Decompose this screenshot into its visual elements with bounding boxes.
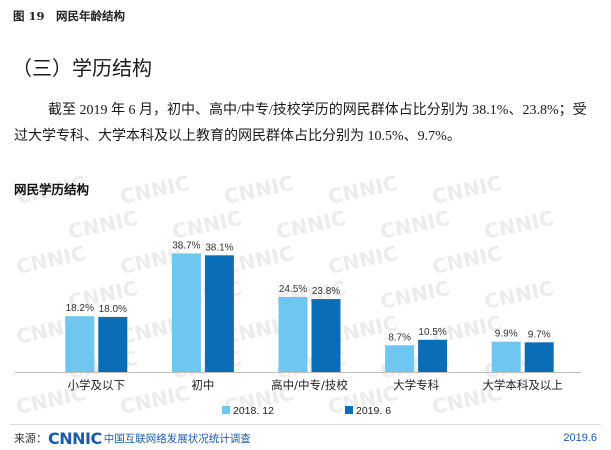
- section-title: （三）学历结构: [12, 56, 152, 80]
- watermark: CNNIC: [378, 206, 452, 244]
- data-label: 24.5%: [279, 284, 307, 295]
- data-label: 9.9%: [495, 329, 518, 340]
- bar-series2-category3: [311, 299, 341, 372]
- paragraph-line: 截至 2019 年 6 月，初中、高中/中专/技校学历的网民群体占比分别为 38…: [48, 103, 587, 118]
- report-date: 2019.6: [563, 432, 597, 444]
- legend-swatch: [345, 406, 353, 414]
- figure-caption: 图 19 网民年龄结构: [13, 9, 126, 23]
- data-label: 18.2%: [66, 303, 94, 314]
- chart-title: 网民学历结构: [14, 182, 90, 197]
- watermark: CNNIC: [118, 381, 192, 419]
- category-label: 初中: [191, 378, 214, 392]
- category-label: 大学本科及以上: [482, 378, 563, 392]
- category-label: 小学及以下: [68, 378, 126, 392]
- education-bar-chart: CNNIC CNNIC CNNIC CNNIC CNNIC CNNIC CNNIC CNNIC…: [0, 170, 611, 424]
- survey-name: 中国互联网络发展状况统计调查: [103, 432, 251, 445]
- watermark: CNNIC: [430, 171, 504, 209]
- category-label: 高中/中专/技校: [271, 378, 348, 392]
- watermark: CNNIC: [482, 206, 556, 244]
- bar-series2-category5: [524, 342, 554, 372]
- bar-series1-category3: [278, 296, 308, 372]
- bar-series1-category5: [491, 341, 521, 372]
- legend: 2018. 12 2019. 6: [222, 405, 391, 417]
- watermark: CNNIC: [222, 171, 296, 209]
- legend-label: 2019. 6: [356, 405, 391, 417]
- bar-series1-category2: [171, 253, 201, 372]
- footer-divider: [10, 424, 601, 425]
- bars: 18.2% 18.0% 38.7% 38.1% 24.5% 23.8% 8.7% 10.5% 9…: [65, 240, 554, 372]
- watermark: CNNIC: [326, 171, 400, 209]
- legend-swatch: [222, 406, 230, 414]
- footer: 来源： CNNIC 中国互联网络发展状况统计调查 2019.6: [14, 428, 597, 448]
- data-label: 38.7%: [172, 240, 200, 251]
- bar-series1-category4: [385, 345, 415, 372]
- data-label: 9.7%: [528, 329, 551, 340]
- bar-series1-category1: [65, 316, 95, 372]
- source-label: 来源：: [14, 432, 47, 445]
- data-label: 23.8%: [312, 286, 340, 297]
- data-label: 10.5%: [418, 327, 446, 338]
- data-label: 8.7%: [388, 332, 411, 343]
- legend-label: 2018. 12: [233, 405, 274, 417]
- data-label: 38.1%: [205, 242, 233, 253]
- category-label: 大学专科: [393, 378, 439, 392]
- watermark: CNNIC: [170, 206, 244, 244]
- watermark: CNNIC: [430, 241, 504, 279]
- watermark: CNNIC: [378, 276, 452, 314]
- data-label: 18.0%: [99, 304, 127, 315]
- bar-series2-category2: [204, 255, 234, 372]
- bar-series2-category1: [98, 316, 128, 372]
- watermark: CNNIC: [14, 241, 88, 279]
- watermark: CNNIC: [118, 171, 192, 209]
- paragraph-line: 过大学专科、大学本科及以上教育的网民群体占比分别为 10.5%、9.7%。: [14, 129, 461, 144]
- watermark: CNNIC: [274, 206, 348, 244]
- watermark: CNNIC: [66, 206, 140, 244]
- watermark: CNNIC: [326, 241, 400, 279]
- watermark: CNNIC: [482, 276, 556, 314]
- bar-series2-category4: [418, 339, 448, 372]
- cnnic-logo: CNNIC: [48, 428, 102, 448]
